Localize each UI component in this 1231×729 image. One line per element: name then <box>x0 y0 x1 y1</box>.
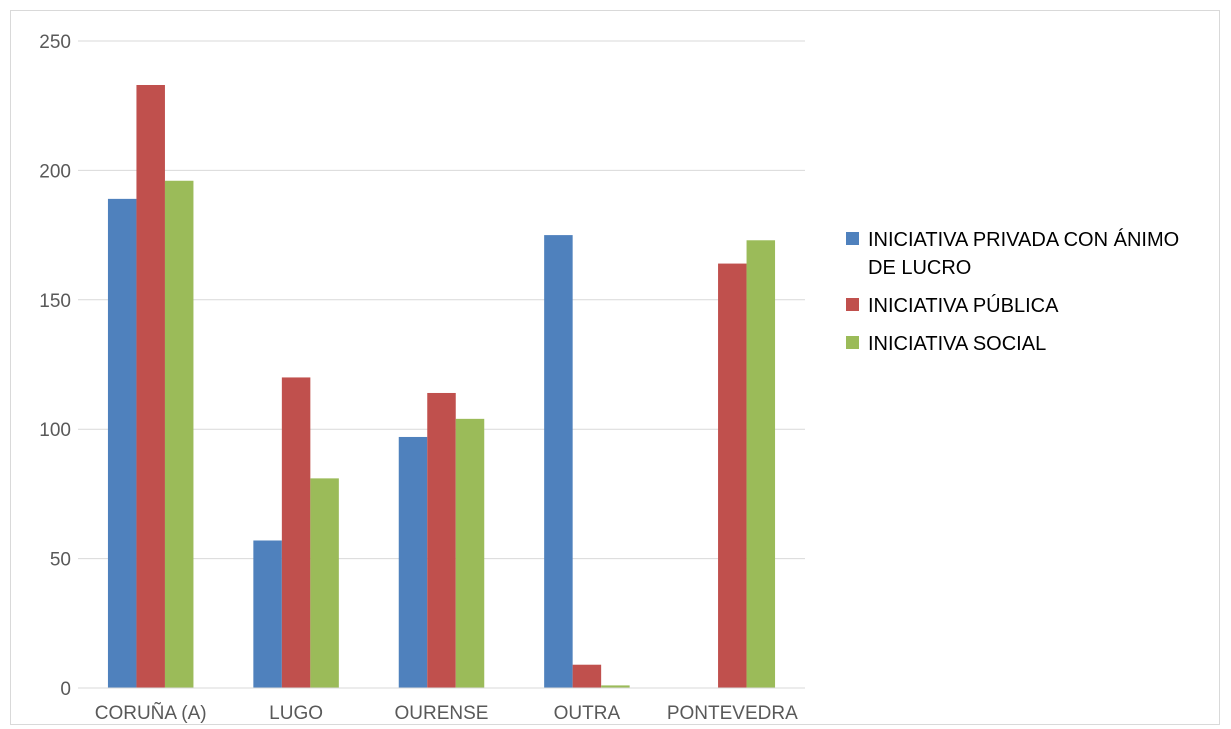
legend-swatch <box>846 232 859 245</box>
y-tick-label: 250 <box>39 32 71 53</box>
bar <box>544 235 573 688</box>
bar <box>572 664 602 688</box>
bar <box>601 685 630 688</box>
bar <box>746 240 776 688</box>
y-tick-label: 150 <box>39 291 71 312</box>
legend-label: DE LUCRO <box>868 257 971 279</box>
axes: 0 50 100 150 200 250 CORUÑA (A) LUGO OURENSE OUTR… <box>39 32 805 724</box>
chart-frame <box>10 10 1220 725</box>
bar <box>427 392 456 688</box>
bar <box>253 540 282 688</box>
bar <box>281 377 311 688</box>
bars <box>107 84 776 689</box>
bar <box>310 478 339 688</box>
legend-label: INICIATIVA PRIVADA CON ÁNIMO <box>868 228 1179 251</box>
bar <box>164 180 194 688</box>
y-tick-label: 100 <box>39 420 71 441</box>
x-tick-label: OUTRA <box>554 703 621 724</box>
bar <box>455 418 485 688</box>
legend-label: INICIATIVA SOCIAL <box>868 333 1046 355</box>
bar <box>718 263 747 688</box>
legend-swatch <box>846 336 859 349</box>
y-tick-label: 0 <box>60 679 71 700</box>
x-tick-label: PONTEVEDRA <box>667 703 798 724</box>
legend-label: INICIATIVA PÚBLICA <box>868 294 1059 317</box>
bar <box>398 436 428 688</box>
x-tick-label: CORUÑA (A) <box>95 702 207 724</box>
bar <box>107 198 137 689</box>
y-tick-label: 200 <box>39 161 71 182</box>
legend: INICIATIVA PRIVADA CON ÁNIMO DE LUCRO INIC… <box>846 228 1179 355</box>
legend-swatch <box>846 298 859 311</box>
x-tick-label: LUGO <box>269 703 323 724</box>
x-tick-label: OURENSE <box>395 703 489 724</box>
y-tick-label: 50 <box>50 550 71 571</box>
bar <box>136 84 165 689</box>
